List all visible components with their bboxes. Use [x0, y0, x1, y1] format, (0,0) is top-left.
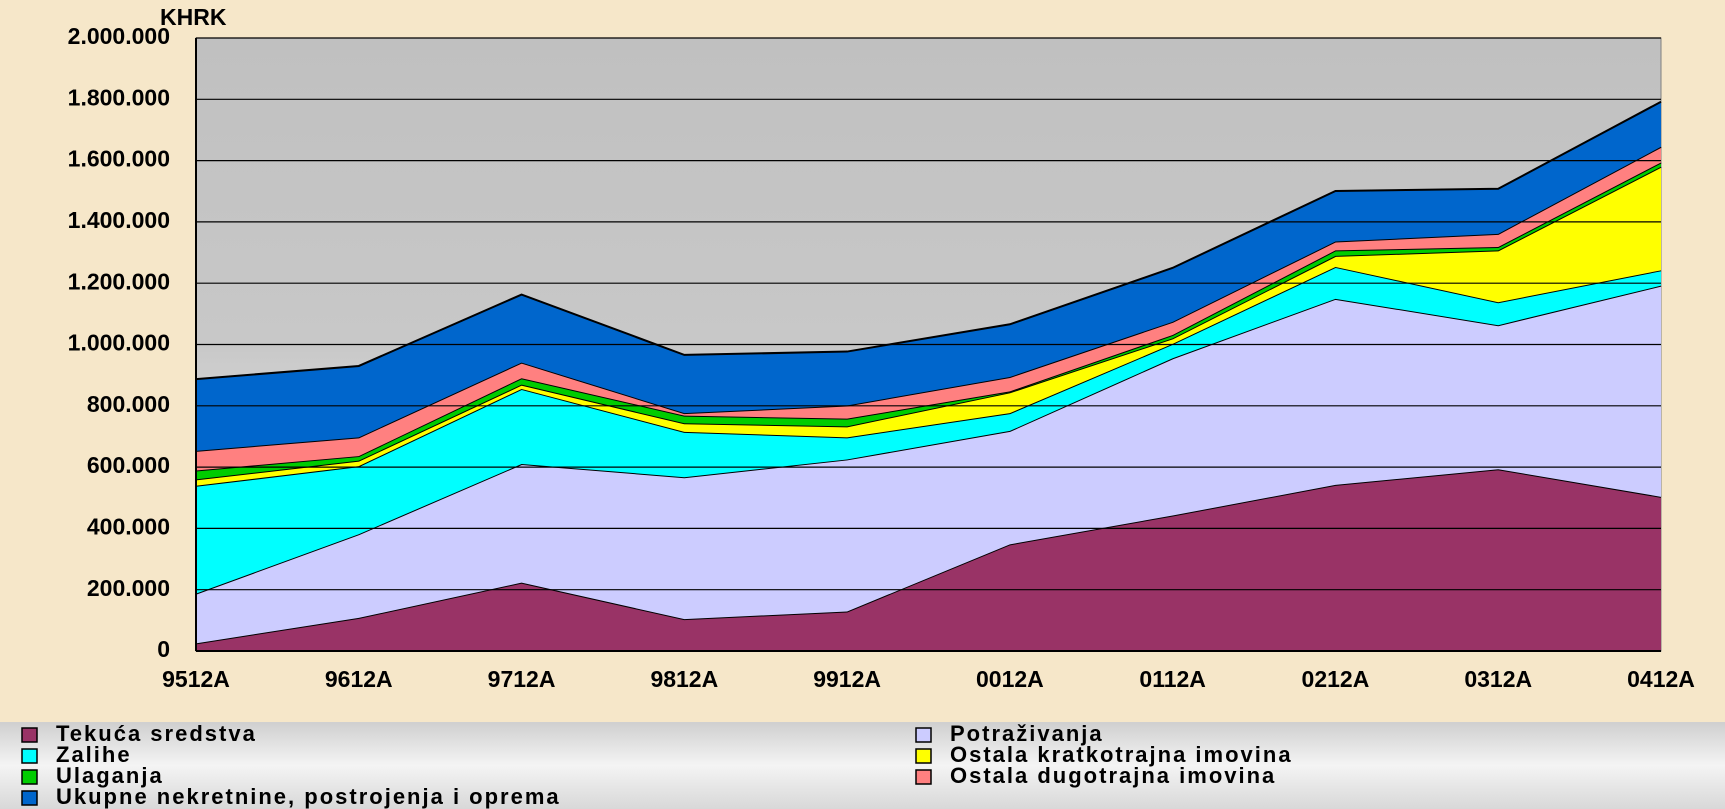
area-top — [195, 100, 1662, 381]
legend-label: Ulaganja — [56, 763, 164, 788]
y-tick-label: 200.000 — [87, 575, 170, 601]
area-fill — [196, 166, 1661, 486]
x-tick-label: 9812A — [650, 666, 718, 692]
legend-swatch — [21, 748, 38, 764]
y-tick-label: 800.000 — [87, 391, 170, 417]
legend-swatch — [915, 769, 932, 785]
legend-swatch — [21, 769, 38, 785]
y-tick-label: 1.600.000 — [68, 146, 170, 172]
x-tick-label: 0412A — [1627, 666, 1695, 692]
legend-swatch — [915, 748, 932, 764]
legend-swatch — [21, 727, 38, 743]
y-tick-label: 0 — [157, 636, 170, 662]
legend-label: Tekuća sredstva — [56, 721, 257, 746]
legend-label: Zalihe — [56, 742, 132, 767]
x-tick-label: 0212A — [1302, 666, 1370, 692]
y-tick-label: 600.000 — [87, 452, 170, 478]
legend-background — [0, 722, 1725, 809]
legend-label: Potraživanja — [950, 721, 1104, 746]
legend-label: Ostala kratkotrajna imovina — [950, 742, 1293, 767]
x-tick-label: 9612A — [325, 666, 393, 692]
x-tick-label: 9712A — [488, 666, 556, 692]
area-fill — [196, 469, 1661, 651]
y-tick-label: 1.800.000 — [68, 84, 170, 110]
legend-label: Ostala dugotrajna imovina — [950, 763, 1276, 788]
area-fill — [196, 285, 1661, 644]
legend-label: Ukupne nekretnine, postrojenja i oprema — [56, 784, 561, 809]
area-top — [195, 468, 1662, 645]
legend-swatch — [915, 727, 932, 743]
area-fill — [196, 266, 1661, 594]
x-tick-label: 0112A — [1139, 666, 1206, 692]
x-tick-label: 0012A — [976, 666, 1044, 692]
legend-swatch — [21, 790, 38, 806]
y-tick-label: 2.000.000 — [68, 23, 170, 49]
y-tick-label: 1.400.000 — [68, 207, 170, 233]
x-tick-label: 9512A — [162, 666, 230, 692]
y-tick-label: 1.200.000 — [68, 268, 170, 294]
x-tick-label: 9912A — [813, 666, 881, 692]
x-tick-label: 0312A — [1464, 666, 1532, 692]
y-tick-label: 1.000.000 — [68, 330, 170, 356]
area-fill — [196, 101, 1661, 451]
y-tick-label: 400.000 — [87, 513, 170, 539]
y-unit-label: KHRK — [160, 4, 227, 30]
